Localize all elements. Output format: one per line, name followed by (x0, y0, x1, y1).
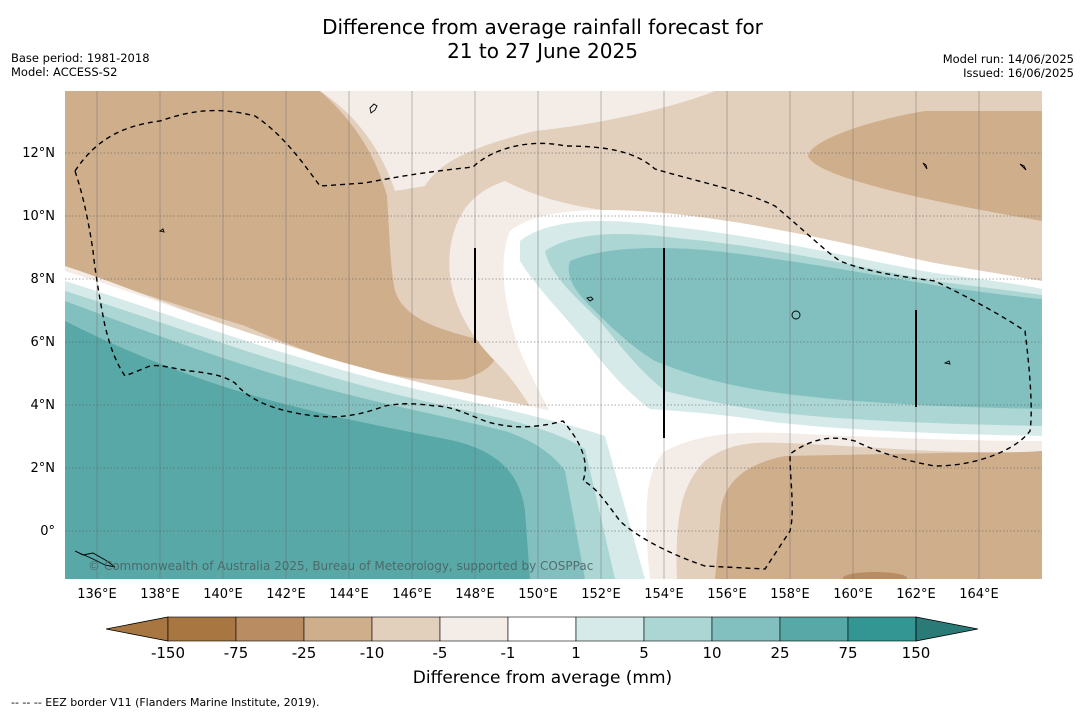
islands (74, 103, 1027, 568)
lon-label: 136°E (77, 587, 117, 602)
eez-border (74, 109, 1032, 570)
meta-right: Model run: 14/06/2025 Issued: 16/06/2025 (943, 52, 1074, 80)
dark-brown-spot (843, 572, 907, 579)
lon-label: 162°E (896, 587, 936, 602)
colorbar-segment (303, 616, 373, 642)
lon-label: 158°E (770, 587, 810, 602)
colorbar-extend-low (106, 616, 169, 642)
lon-label: 164°E (959, 587, 999, 602)
eez-legend-footer: -- -- -- EEZ border V11 (Flanders Marine… (11, 696, 320, 709)
model-run-text: Model run: 14/06/2025 (942, 52, 1074, 66)
teal-region-central-10 (568, 248, 1042, 409)
map-canvas (65, 91, 1042, 579)
colorbar-tick-label: -150 (150, 644, 186, 662)
teal-region-southwest-25 (65, 321, 530, 579)
colorbar-segment (167, 616, 237, 642)
colorbar-extend-high (915, 616, 978, 642)
rainfall-anomaly-map (65, 91, 1042, 579)
lat-label: 4°N (30, 398, 56, 413)
lon-label: 138°E (140, 587, 180, 602)
lat-label: 2°N (30, 461, 56, 476)
model-text: Model: ACCESS-S2 (11, 65, 118, 79)
colorbar-tick-label: 75 (838, 644, 858, 662)
colorbar-segment (643, 616, 713, 642)
map-title-line2: 21 to 27 June 2025 (447, 39, 638, 63)
colorbar-tick-label: 1 (571, 644, 581, 662)
lon-label: 160°E (833, 587, 873, 602)
lat-label: 8°N (30, 272, 56, 287)
lat-label: 10°N (22, 209, 55, 224)
meta-left: Base period: 1981-2018 Model: ACCESS-S2 (11, 51, 150, 79)
colorbar-tick-label: -75 (223, 644, 249, 662)
issued-text: Issued: 16/06/2025 (963, 66, 1074, 80)
lon-label: 154°E (644, 587, 684, 602)
colorbar-segment (779, 616, 849, 642)
lat-label: 12°N (22, 146, 55, 161)
brown-region-northwest (65, 91, 496, 381)
colorbar-tick-label: -5 (432, 644, 448, 662)
copyright-notice: © Commonwealth of Australia 2025, Bureau… (88, 559, 594, 573)
light-band-north (320, 91, 715, 191)
brown-region-southeast (715, 451, 1042, 579)
colorbar-tick-label: 5 (639, 644, 649, 662)
lon-label: 142°E (266, 587, 306, 602)
colorbar-tick-label: -1 (500, 644, 516, 662)
lon-label: 156°E (707, 587, 747, 602)
colorbar-tick-label: 150 (901, 644, 931, 662)
colorbar-segment (507, 616, 577, 642)
boundary-bars (474, 248, 917, 438)
lon-label: 152°E (581, 587, 621, 602)
lon-label: 144°E (329, 587, 369, 602)
lon-label: 146°E (392, 587, 432, 602)
colorbar-segment (371, 616, 441, 642)
colorbar-tick-label: 25 (770, 644, 790, 662)
lon-label: 140°E (203, 587, 243, 602)
colorbar-title: Difference from average (mm) (412, 668, 673, 688)
map-title-line1: Difference from average rainfall forecas… (322, 15, 763, 39)
colorbar (106, 616, 978, 642)
colorbar-tick-label: -10 (359, 644, 385, 662)
colorbar-segment (439, 616, 509, 642)
colorbar-segment (847, 616, 917, 642)
lat-label: 0° (40, 524, 55, 539)
colorbar-segment (575, 616, 645, 642)
colorbar-tick-label: 10 (702, 644, 722, 662)
lon-label: 148°E (455, 587, 495, 602)
colorbar-segment (711, 616, 781, 642)
lon-label: 150°E (518, 587, 558, 602)
base-period-text: Base period: 1981-2018 (11, 51, 150, 65)
colorbar-segment (235, 616, 305, 642)
lat-label: 6°N (30, 335, 56, 350)
colorbar-tick-label: -25 (291, 644, 317, 662)
